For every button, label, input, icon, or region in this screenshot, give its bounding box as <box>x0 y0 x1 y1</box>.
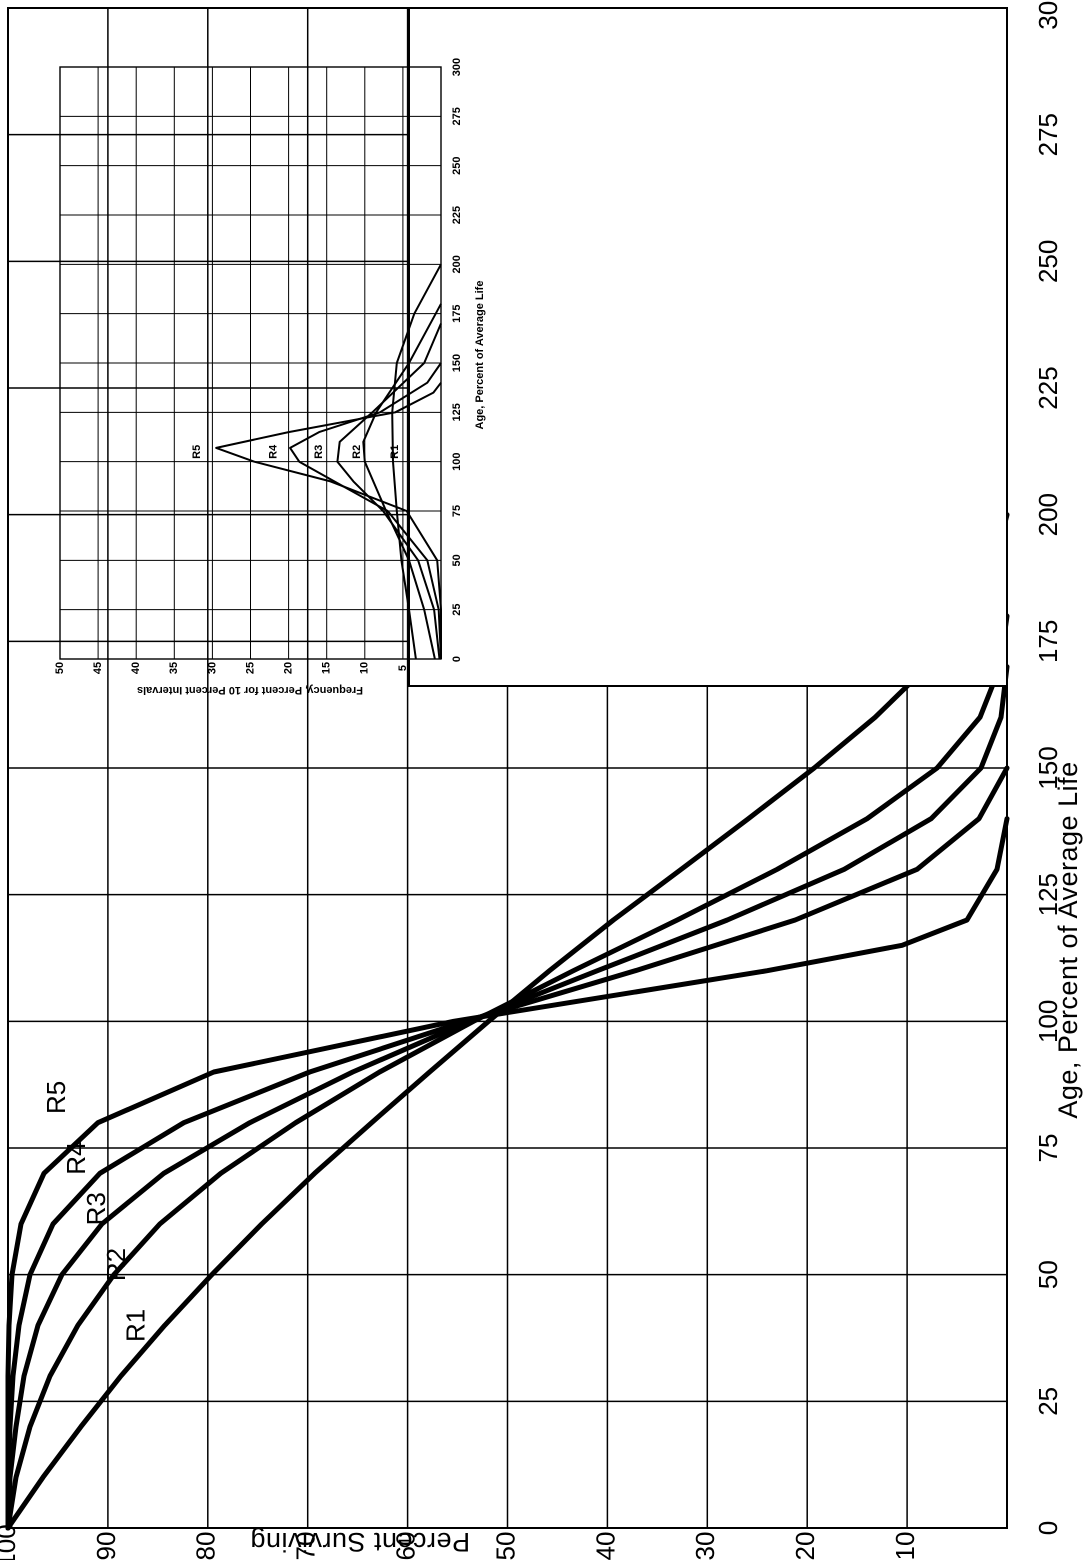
inset-x-tick-label: 200 <box>451 255 463 273</box>
inset-x-tick-label: 150 <box>451 354 463 372</box>
inset-curve-r4 <box>289 362 442 660</box>
main-y-tick-label: 40 <box>590 1532 620 1560</box>
main-x-tick-label: 125 <box>1033 873 1063 916</box>
inset-curve-label-r5: R5 <box>191 445 203 459</box>
main-curve-r5 <box>5 816 1010 1531</box>
main-curve-label-r4: R4 <box>61 1142 91 1175</box>
main-y-tick-label: 100 <box>0 1524 21 1560</box>
main-x-tick-label: 275 <box>1033 113 1063 156</box>
inset-x-tick-label: 175 <box>451 304 463 322</box>
main-y-tick-label: 80 <box>191 1532 221 1560</box>
main-curve-r3 <box>5 664 1010 1531</box>
main-curve-label-r5: R5 <box>41 1081 71 1114</box>
main-x-tick-label: 225 <box>1033 366 1063 409</box>
main-curve-r4 <box>5 765 1010 1531</box>
inset-y-tick-label: 25 <box>244 662 256 674</box>
inset-curve-r3 <box>336 323 442 660</box>
main-y-axis-title: Percent Surviving <box>250 1527 470 1557</box>
main-tick-labels: 0255075100125150175200225250275300102030… <box>0 0 1063 1565</box>
main-curve-label-r2: R2 <box>101 1248 131 1281</box>
main-y-tick-label: 20 <box>790 1532 820 1560</box>
inset-curve-label-r2: R2 <box>351 445 363 459</box>
inset-y-tick-label: 50 <box>54 662 66 674</box>
inset-y-tick-label: 10 <box>359 662 371 674</box>
inset-curve-r2 <box>362 303 442 660</box>
inset-tick-labels: 0 25 50 75 100 125 150 175 200 225 250 275 300 5 10 15 2… <box>54 58 463 674</box>
inset-y-tick-label: 5 <box>397 665 409 671</box>
main-x-tick-label: 25 <box>1033 1387 1063 1416</box>
inset-y-tick-label: 40 <box>130 662 142 674</box>
inset-x-tick-label: 100 <box>451 452 463 470</box>
inset-x-tick-label: 225 <box>451 206 463 224</box>
inset-y-axis-title: Frequency, Percent for 10 Percent Interv… <box>137 684 363 696</box>
inset-curve-label-r3: R3 <box>313 445 325 459</box>
inset-y-tick-label: 15 <box>321 662 333 674</box>
main-y-tick-label: 50 <box>490 1532 520 1560</box>
inset-curve-label-r1: R1 <box>389 445 401 459</box>
inset-x-tick-label: 50 <box>451 554 463 566</box>
inset-x-tick-label: 125 <box>451 403 463 421</box>
main-x-tick-label: 100 <box>1033 1000 1063 1043</box>
inset-y-tick-label: 30 <box>206 662 218 674</box>
main-curve-labels: R1 R2 R3 R4 R5 <box>41 1081 151 1342</box>
inset-x-axis-title: Age, Percent of Average Life <box>474 281 486 430</box>
main-x-axis-title: Age, Percent of Average Life <box>1053 761 1083 1118</box>
inset-curves <box>215 263 442 660</box>
main-x-tick-label: 300 <box>1033 0 1063 30</box>
main-x-tick-label: 200 <box>1033 493 1063 536</box>
main-y-tick-label: 70 <box>291 1532 321 1560</box>
inset-curve-labels: R1 R2 R3 R4 R5 <box>191 444 401 459</box>
inset-curve-r1 <box>391 263 442 660</box>
main-curve-label-r3: R3 <box>81 1192 111 1225</box>
inset-x-tick-label: 300 <box>451 58 463 76</box>
inset-y-tick-label: 20 <box>283 662 295 674</box>
inset-chart: 0 25 50 75 100 125 150 175 200 225 250 275 300 5 10 15 2… <box>54 58 486 696</box>
inset-x-tick-label: 275 <box>451 107 463 125</box>
main-curve-r2 <box>5 613 1010 1531</box>
inset-x-tick-label: 75 <box>451 505 463 517</box>
main-y-tick-label: 10 <box>890 1532 920 1560</box>
main-x-tick-label: 50 <box>1033 1260 1063 1289</box>
main-x-tick-label: 150 <box>1033 746 1063 789</box>
inset-curve-label-r4: R4 <box>267 444 279 459</box>
inset-y-tick-label: 35 <box>168 662 180 674</box>
inset-x-tick-label: 250 <box>451 156 463 174</box>
inset-curve-r5 <box>215 382 442 659</box>
main-x-tick-label: 250 <box>1033 240 1063 283</box>
inset-y-tick-label: 45 <box>92 662 104 674</box>
inset-x-tick-label: 25 <box>451 604 463 616</box>
main-y-tick-label: 30 <box>690 1532 720 1560</box>
main-x-tick-label: 0 <box>1033 1521 1063 1535</box>
inset-x-tick-label: 0 <box>451 656 463 662</box>
main-x-tick-label: 175 <box>1033 620 1063 663</box>
main-x-tick-label: 75 <box>1033 1134 1063 1163</box>
main-y-tick-label: 90 <box>91 1532 121 1560</box>
main-y-tick-label: 60 <box>390 1532 420 1560</box>
main-curve-label-r1: R1 <box>121 1309 151 1342</box>
inset-frame <box>408 7 1008 687</box>
